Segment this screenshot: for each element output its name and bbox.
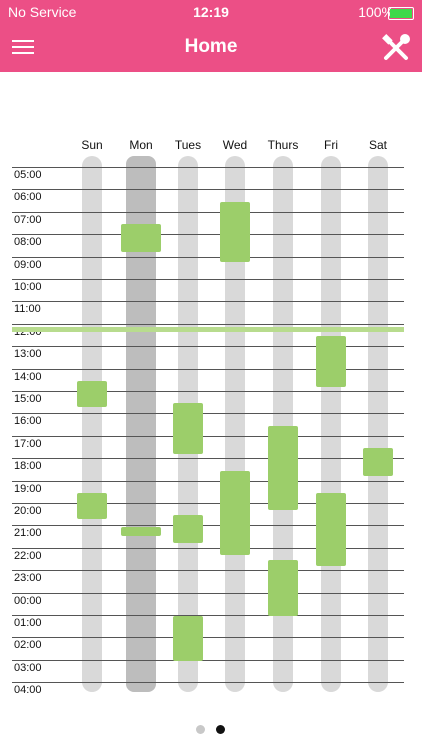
hour-gridline [12,436,404,437]
day-label-mon: Mon [129,138,153,152]
time-label: 03:00 [14,662,42,674]
hour-gridline [12,369,404,370]
hour-gridline [12,167,404,168]
time-label: 05:00 [14,169,42,181]
time-label: 22:00 [14,550,42,562]
hour-gridline [12,637,404,638]
event-block-mon[interactable] [121,224,161,253]
event-block-thurs[interactable] [268,560,298,617]
hour-gridline [12,413,404,414]
event-block-tues[interactable] [173,616,203,661]
day-label-wed: Wed [222,138,248,152]
day-label-sun: Sun [81,138,103,152]
time-label: 09:00 [14,259,42,271]
day-column-wed[interactable] [225,156,245,692]
app-header: No Service 12:19 100% Home [0,0,422,72]
current-time-line [12,327,404,332]
time-label: 08:00 [14,236,42,248]
hour-gridline [12,391,404,392]
time-label: 21:00 [14,527,42,539]
tools-icon[interactable] [380,33,412,63]
hour-gridline [12,324,404,325]
day-label-fri: Fri [324,138,338,152]
hour-gridline [12,570,404,571]
hour-gridline [12,301,404,302]
event-block-fri[interactable] [316,336,346,387]
page-title: Home [184,36,238,57]
day-column-thurs[interactable] [273,156,293,692]
hour-gridline [12,458,404,459]
hour-gridline [12,615,404,616]
time-label: 07:00 [14,214,42,226]
event-block-sun[interactable] [77,381,107,408]
time-label: 11:00 [14,303,41,315]
day-column-sun[interactable] [82,156,102,692]
time-label: 20:00 [14,505,42,517]
hour-gridline [12,548,404,549]
status-time: 12:19 [193,4,229,20]
event-block-tues[interactable] [173,515,203,544]
hour-gridline [12,234,404,235]
hour-gridline [12,189,404,190]
carrier-text: No Service [8,4,77,20]
event-block-wed[interactable] [220,201,250,262]
time-label: 19:00 [14,483,42,495]
time-label: 23:00 [14,572,42,584]
time-label: 02:00 [14,639,42,651]
hour-gridline [12,481,404,482]
event-block-fri[interactable] [316,493,346,566]
time-label: 04:00 [14,684,42,696]
time-label: 01:00 [14,617,42,629]
day-column-sat[interactable] [368,156,388,692]
page-dot[interactable] [216,725,225,734]
time-label: 00:00 [14,595,42,607]
hour-gridline [12,503,404,504]
status-bar: No Service 12:19 100% [0,4,422,22]
hour-gridline [12,257,404,258]
page-dot[interactable] [196,725,205,734]
time-label: 15:00 [14,393,42,405]
time-label: 13:00 [14,348,42,360]
event-block-wed[interactable] [220,470,250,555]
day-label-tues: Tues [174,138,202,152]
hour-gridline [12,279,404,280]
page-indicator [0,725,422,735]
event-block-sat[interactable] [363,448,393,477]
time-label: 18:00 [14,460,42,472]
event-block-thurs[interactable] [268,425,298,510]
time-label: 14:00 [14,371,42,383]
time-label: 06:00 [14,191,42,203]
day-column-fri[interactable] [321,156,341,692]
battery-icon [388,7,414,20]
hour-gridline [12,525,404,526]
battery-percent: 100% [358,4,394,20]
hour-gridline [12,346,404,347]
hour-gridline [12,660,404,661]
hour-gridline [12,212,404,213]
time-label: 17:00 [14,438,42,450]
time-label: 10:00 [14,281,42,293]
hour-gridline [12,682,404,683]
day-label-thurs: Thurs [267,138,299,152]
hamburger-menu-icon[interactable] [12,38,34,56]
day-label-sat: Sat [368,138,387,152]
time-label: 16:00 [14,415,42,427]
hour-gridline [12,593,404,594]
event-block-tues[interactable] [173,403,203,454]
event-block-sun[interactable] [77,493,107,520]
event-block-mon[interactable] [121,526,161,536]
